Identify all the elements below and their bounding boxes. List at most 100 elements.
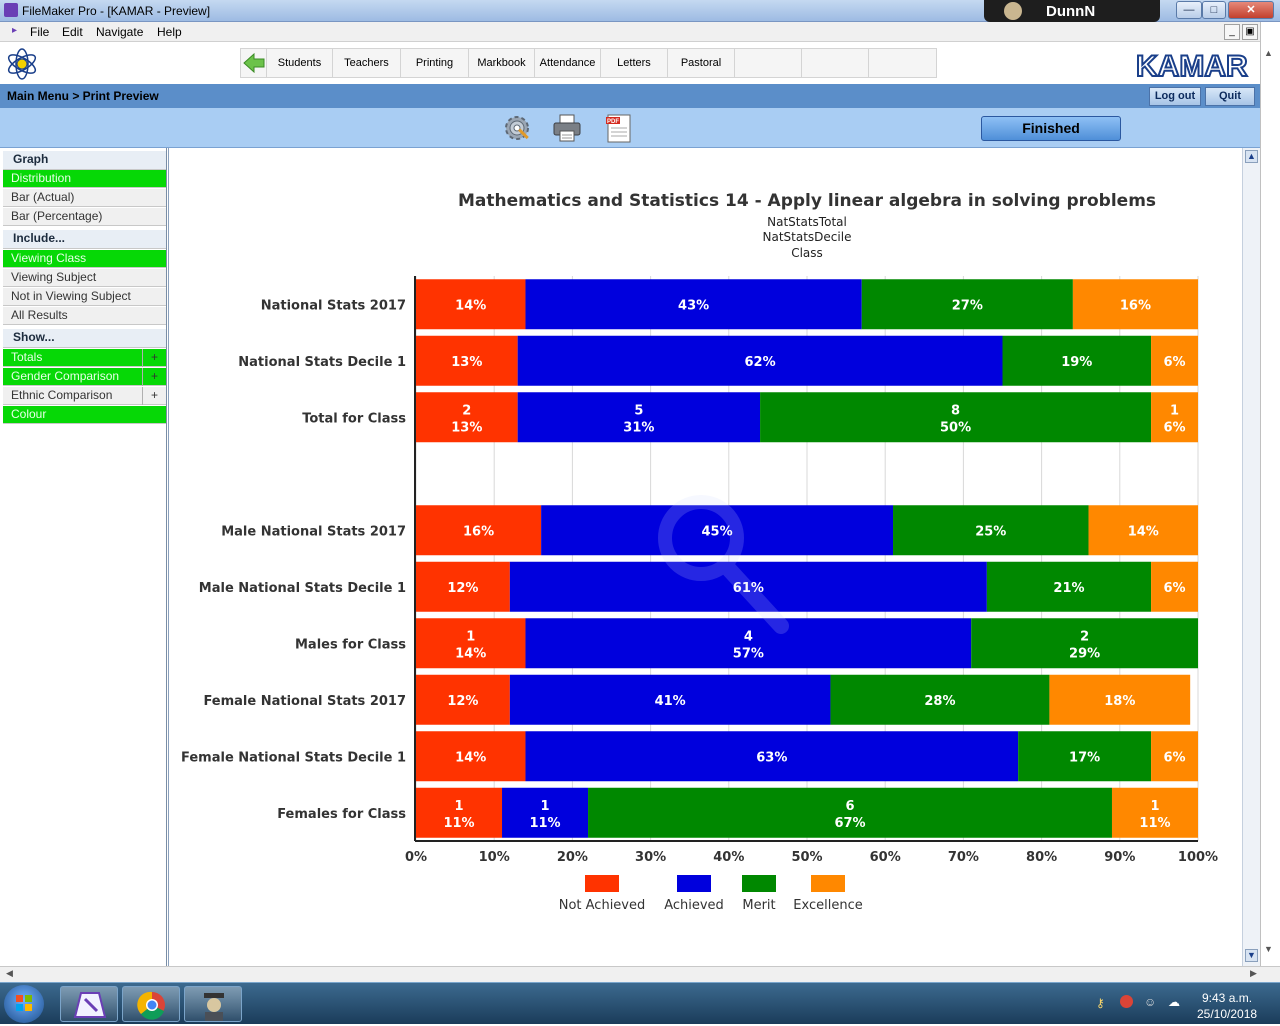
chart-subtitle-2: NatStatsDecile: [763, 230, 852, 244]
bar-segment: [517, 335, 1003, 386]
window-title: FileMaker Pro - [KAMAR - Preview]: [22, 4, 211, 18]
gear-icon[interactable]: [501, 112, 533, 144]
svg-text:PDF: PDF: [607, 119, 619, 125]
tray-chrome-icon[interactable]: [1120, 995, 1133, 1008]
tray-key-icon[interactable]: ⚷: [1096, 996, 1105, 1010]
title-bar: FileMaker Pro - [KAMAR - Preview] DunnN …: [0, 0, 1280, 22]
x-tick-label: 20%: [557, 850, 588, 865]
sidebar-item-ethnic-comparison[interactable]: Ethnic Comparison +: [3, 387, 166, 405]
bar-segment: [760, 392, 1152, 443]
scroll-right-icon[interactable]: ▶: [1250, 968, 1257, 978]
close-button[interactable]: ✕: [1228, 1, 1274, 19]
quit-button[interactable]: Quit: [1205, 87, 1255, 106]
tray-user-icon[interactable]: ☺: [1144, 995, 1157, 1009]
tab-students[interactable]: Students: [267, 49, 333, 77]
pdf-icon[interactable]: PDF: [602, 112, 634, 144]
sidebar-item-totals[interactable]: Totals +: [3, 349, 166, 367]
nav-tabs: Students Teachers Printing Markbook Atte…: [240, 48, 937, 78]
segment-count-label: 6: [845, 799, 854, 814]
bar-segment: [1072, 279, 1198, 330]
sidebar-item-viewing-subject[interactable]: Viewing Subject: [3, 269, 166, 287]
doc-restore-button[interactable]: ▣: [1242, 24, 1258, 40]
sidebar-item-distribution[interactable]: Distribution: [3, 170, 166, 188]
tab-teachers[interactable]: Teachers: [333, 49, 401, 77]
document-icon[interactable]: ▸: [12, 25, 18, 36]
scroll-left-icon[interactable]: ◀: [6, 968, 13, 978]
start-button[interactable]: [4, 985, 44, 1023]
segment-count-label: 8: [951, 403, 960, 418]
legend-label: Not Achieved: [559, 898, 646, 913]
sidebar-item-colour[interactable]: Colour: [3, 406, 166, 424]
sidebar-item-bar-percentage[interactable]: Bar (Percentage): [3, 208, 166, 226]
taskbar-kamar[interactable]: [184, 986, 242, 1022]
finished-button[interactable]: Finished: [981, 116, 1121, 141]
scroll-up-icon[interactable]: ▲: [1264, 48, 1273, 58]
distribution-chart: Mathematics and Statistics 14 - Apply li…: [181, 191, 1218, 913]
back-button[interactable]: [241, 49, 267, 77]
maximize-button[interactable]: □: [1202, 1, 1226, 19]
taskbar-chrome[interactable]: [122, 986, 180, 1022]
clock-time[interactable]: 9:43 a.m.: [1202, 991, 1253, 1005]
segment-percent-label: 16%: [1120, 298, 1151, 313]
scroll-down-arrow-icon[interactable]: ▼: [1245, 949, 1258, 962]
segment-percent-label: 19%: [1061, 355, 1092, 370]
user-badge: DunnN: [984, 0, 1160, 22]
scroll-up-arrow-icon[interactable]: ▲: [1245, 150, 1258, 163]
bar-segment: [1151, 335, 1198, 386]
segment-percent-label: 21%: [1053, 581, 1084, 596]
x-tick-label: 70%: [948, 850, 979, 865]
segment-percent-label: 14%: [455, 646, 486, 661]
segment-percent-label: 67%: [834, 816, 865, 831]
sidebar-item-gender-comparison[interactable]: Gender Comparison +: [3, 368, 166, 386]
sidebar-item-viewing-class[interactable]: Viewing Class: [3, 250, 166, 268]
segment-percent-label: 27%: [952, 298, 983, 313]
segment-count-label: 2: [462, 403, 471, 418]
tab-empty-2[interactable]: [802, 49, 869, 77]
sidebar-item-bar-actual[interactable]: Bar (Actual): [3, 189, 166, 207]
bar-segment: [971, 618, 1198, 669]
kamar-atom-icon[interactable]: [4, 46, 40, 82]
menu-file[interactable]: File: [30, 25, 50, 39]
sidebar-heading-graph: Graph: [3, 151, 166, 170]
vertical-scrollbar[interactable]: ▲ ▼: [1242, 148, 1260, 966]
sidebar-item-label: Ethnic Comparison: [11, 388, 113, 402]
legend-label: Merit: [742, 898, 775, 913]
segment-percent-label: 12%: [447, 694, 478, 709]
tab-markbook[interactable]: Markbook: [469, 49, 535, 77]
segment-percent-label: 6%: [1164, 420, 1186, 435]
tab-empty-1[interactable]: [735, 49, 802, 77]
tab-letters[interactable]: Letters: [601, 49, 668, 77]
scroll-down-icon[interactable]: ▼: [1264, 944, 1273, 954]
menu-help[interactable]: Help: [157, 25, 182, 39]
sidebar-item-not-in-viewing-subject[interactable]: Not in Viewing Subject: [3, 288, 166, 306]
menu-navigate[interactable]: Navigate: [96, 25, 144, 39]
segment-percent-label: 13%: [451, 355, 482, 370]
tab-printing[interactable]: Printing: [401, 49, 469, 77]
breadcrumb[interactable]: Main Menu > Print Preview: [7, 89, 159, 103]
doc-minimize-button[interactable]: _: [1224, 24, 1240, 40]
tray-network-icon[interactable]: ☁: [1168, 995, 1180, 1009]
x-tick-label: 80%: [1026, 850, 1057, 865]
tab-empty-3[interactable]: [869, 49, 934, 77]
segment-percent-label: 50%: [940, 420, 971, 435]
expand-totals-button[interactable]: +: [142, 349, 166, 367]
segment-percent-label: 13%: [451, 420, 482, 435]
expand-gender-button[interactable]: +: [142, 368, 166, 386]
minimize-button[interactable]: —: [1176, 1, 1202, 19]
sidebar-item-all-results[interactable]: All Results: [3, 307, 166, 325]
clock-date[interactable]: 25/10/2018: [1197, 1007, 1258, 1021]
tab-attendance[interactable]: Attendance: [535, 49, 601, 77]
kamar-app-icon: [204, 993, 224, 1021]
printer-icon[interactable]: [551, 112, 583, 144]
bar-segment: [1049, 674, 1191, 725]
tab-pastoral[interactable]: Pastoral: [668, 49, 735, 77]
logout-button[interactable]: Log out: [1149, 87, 1201, 106]
sidebar-heading-include: Include...: [3, 230, 166, 249]
segment-percent-label: 61%: [733, 581, 764, 596]
taskbar-filemaker[interactable]: [60, 986, 118, 1022]
bar-segment: [525, 279, 862, 330]
expand-ethnic-button[interactable]: +: [142, 387, 166, 405]
menu-edit[interactable]: Edit: [62, 25, 83, 39]
row-label: Males for Class: [295, 637, 406, 652]
horizontal-scrollbar[interactable]: ◀ ▶: [0, 966, 1280, 982]
